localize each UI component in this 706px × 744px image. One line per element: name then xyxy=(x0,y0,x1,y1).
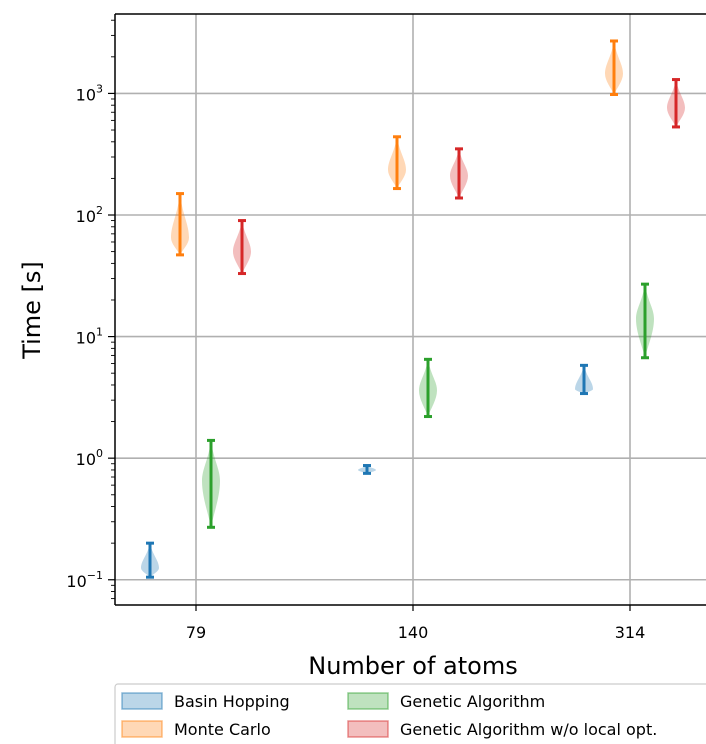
legend-label: Genetic Algorithm w/o local opt. xyxy=(400,720,657,739)
tick-labels: 79 140 314 10−1 100 101 102 103 xyxy=(66,19,646,642)
y-tick-label: 101 xyxy=(76,326,103,348)
x-tick-label: 140 xyxy=(398,623,429,642)
violins xyxy=(141,39,685,579)
y-tick-label: 100 xyxy=(76,447,103,469)
y-tick-label: 10−1 xyxy=(66,569,103,591)
legend-label: Monte Carlo xyxy=(174,720,271,739)
legend: Basin Hopping Monte Carlo Genetic Algorith… xyxy=(114,683,706,744)
legend-swatch xyxy=(121,692,163,710)
y-axis-title: Time [s] xyxy=(18,261,46,360)
legend-label: Basin Hopping xyxy=(174,692,290,711)
x-tick-label: 79 xyxy=(186,623,206,642)
x-axis-title: Number of atoms xyxy=(308,652,517,680)
grid-lines xyxy=(115,14,706,605)
y-tick-label: 102 xyxy=(76,204,103,226)
axes xyxy=(114,13,706,606)
legend-swatch xyxy=(347,720,389,738)
legend-frame xyxy=(114,683,706,744)
legend-swatch xyxy=(347,692,389,710)
legend-label: Genetic Algorithm xyxy=(400,692,545,711)
y-tick-label: 103 xyxy=(76,82,103,104)
x-tick-label: 314 xyxy=(615,623,646,642)
legend-swatch xyxy=(121,720,163,738)
